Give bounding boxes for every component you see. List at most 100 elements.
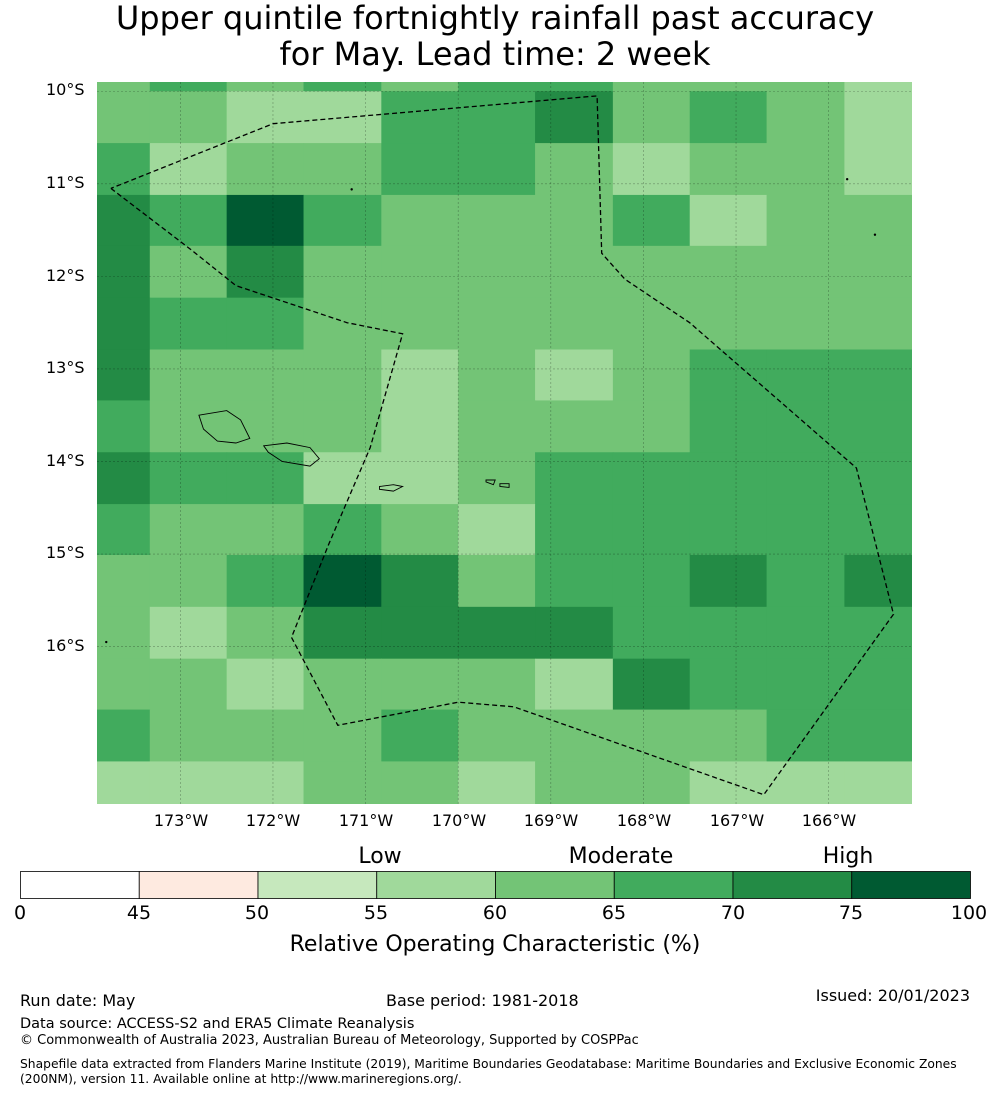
grid-cell [612, 606, 691, 660]
grid-cell [766, 452, 845, 505]
colorbar-segment [20, 871, 140, 899]
data-source: Data source: ACCESS-S2 and ERA5 Climate … [20, 1016, 415, 1032]
grid-cell [226, 91, 305, 144]
legend-category-moderate: Moderate [568, 844, 674, 869]
grid-cell [226, 245, 305, 299]
grid-cell [303, 91, 382, 144]
grid-cell [612, 761, 691, 804]
grid-cell [612, 658, 691, 711]
grid-cell [226, 297, 305, 351]
grid-cell [535, 709, 614, 762]
grid-cell [458, 245, 536, 299]
eez-boundary [110, 95, 895, 796]
grid-cell [303, 555, 382, 608]
grid-cell [97, 143, 151, 196]
grid-cell [97, 297, 151, 351]
grid-cell [303, 194, 382, 247]
legend-category-high: High [822, 844, 874, 869]
map-title-line2: for May. Lead time: 2 week [279, 35, 711, 73]
roc-grid-cells [97, 82, 912, 804]
grid-cell [458, 91, 536, 144]
grid-cell [612, 91, 691, 144]
colorbar-tick: 55 [363, 902, 389, 924]
lon-label: 166°W [801, 811, 857, 830]
grid-cell [535, 761, 614, 804]
grid-cell [149, 400, 228, 453]
grid-cell [381, 349, 459, 401]
grid-cell [766, 400, 845, 453]
island-outline [262, 442, 320, 467]
grid-cell [766, 658, 845, 711]
grid-cell [612, 194, 691, 247]
grid-cell [535, 349, 614, 401]
colorbar-tick: 75 [838, 902, 864, 924]
colorbar-label: Relative Operating Characteristic (%) [289, 932, 701, 957]
grid-cell [226, 400, 305, 453]
grid-cell [844, 91, 912, 144]
grid-cell [303, 658, 382, 711]
grid-cell [97, 658, 151, 711]
grid-cell [458, 143, 536, 196]
lon-label: 167°W [709, 811, 765, 830]
grid-cell [766, 349, 845, 401]
grid-cell [458, 761, 536, 804]
grid-cell [612, 504, 691, 556]
grid-cell [97, 349, 151, 401]
copyright-notice: © Commonwealth of Australia 2023, Austra… [20, 1033, 639, 1048]
grid-cell [303, 606, 382, 660]
colorbar-segment [613, 871, 734, 899]
islet [873, 233, 877, 236]
grid-cell [149, 143, 228, 196]
grid-cell [149, 658, 228, 711]
lat-label: 15°S [46, 543, 85, 562]
grid-cell [226, 82, 305, 92]
colorbar-tick: 0 [13, 902, 27, 924]
lon-label: 173°W [153, 811, 209, 830]
grid-cell [766, 555, 845, 608]
grid-cell [226, 143, 305, 196]
lat-label: 13°S [46, 358, 85, 377]
shapefile-credit-line1: Shapefile data extracted from Flanders M… [20, 1057, 957, 1071]
grid-cell [458, 658, 536, 711]
colorbar-tick: 65 [601, 902, 627, 924]
grid-cell [766, 143, 845, 196]
grid-cell [535, 504, 614, 556]
grid-cell [381, 194, 459, 247]
grid-cell [97, 400, 151, 453]
island-outline [379, 484, 404, 492]
grid-cell [535, 555, 614, 608]
colorbar-tick: 70 [720, 902, 746, 924]
grid-cell [612, 555, 691, 608]
grid-cell [689, 709, 768, 762]
grid-cell [97, 82, 151, 92]
grid-cell [535, 82, 614, 92]
grid-cell [381, 400, 459, 453]
grid-cell [458, 452, 536, 505]
grid-cell [149, 761, 228, 804]
grid-cell [97, 761, 151, 804]
grid-cell [458, 606, 536, 660]
grid-cell [226, 349, 305, 401]
grid-cell [844, 709, 912, 762]
grid-cell [458, 349, 536, 401]
lon-label: 169°W [523, 811, 579, 830]
grid-cell [381, 297, 459, 351]
grid-cell [612, 349, 691, 401]
grid-cell [149, 91, 228, 144]
grid-cell [381, 761, 459, 804]
grid-cell [149, 297, 228, 351]
grid-cell [226, 194, 305, 247]
grid-cell [612, 297, 691, 351]
grid-cell [303, 709, 382, 762]
grid-cell [458, 82, 536, 92]
grid-cell [766, 606, 845, 660]
lat-label: 10°S [46, 80, 85, 99]
colorbar-segment [257, 871, 378, 899]
grid-cell [612, 82, 691, 92]
grid-cell [844, 82, 912, 92]
grid-cell [689, 349, 768, 401]
grid-cell [149, 349, 228, 401]
grid-cell [458, 194, 536, 247]
colorbar-tick: 60 [482, 902, 508, 924]
shapefile-credit-line2: (200NM), version 11. Available online at… [20, 1072, 462, 1086]
